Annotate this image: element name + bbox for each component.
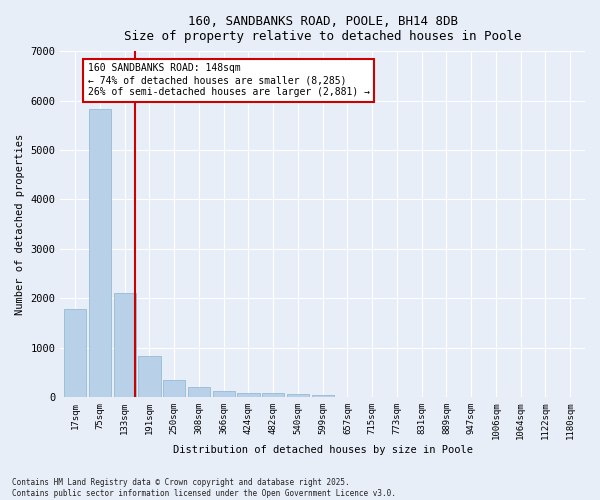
Title: 160, SANDBANKS ROAD, POOLE, BH14 8DB
Size of property relative to detached house: 160, SANDBANKS ROAD, POOLE, BH14 8DB Siz…	[124, 15, 521, 43]
Text: 160 SANDBANKS ROAD: 148sqm
← 74% of detached houses are smaller (8,285)
26% of s: 160 SANDBANKS ROAD: 148sqm ← 74% of deta…	[88, 64, 370, 96]
Y-axis label: Number of detached properties: Number of detached properties	[15, 134, 25, 314]
Bar	[212, 390, 235, 397]
Bar	[113, 293, 136, 397]
Bar	[311, 395, 334, 397]
X-axis label: Distribution of detached houses by size in Poole: Distribution of detached houses by size …	[173, 445, 473, 455]
Bar	[64, 308, 86, 397]
Bar	[287, 394, 309, 397]
Bar	[188, 387, 210, 397]
Bar	[238, 392, 260, 397]
Bar	[139, 356, 161, 397]
Bar	[89, 110, 111, 397]
Bar	[163, 380, 185, 397]
Text: Contains HM Land Registry data © Crown copyright and database right 2025.
Contai: Contains HM Land Registry data © Crown c…	[12, 478, 396, 498]
Bar	[262, 394, 284, 397]
